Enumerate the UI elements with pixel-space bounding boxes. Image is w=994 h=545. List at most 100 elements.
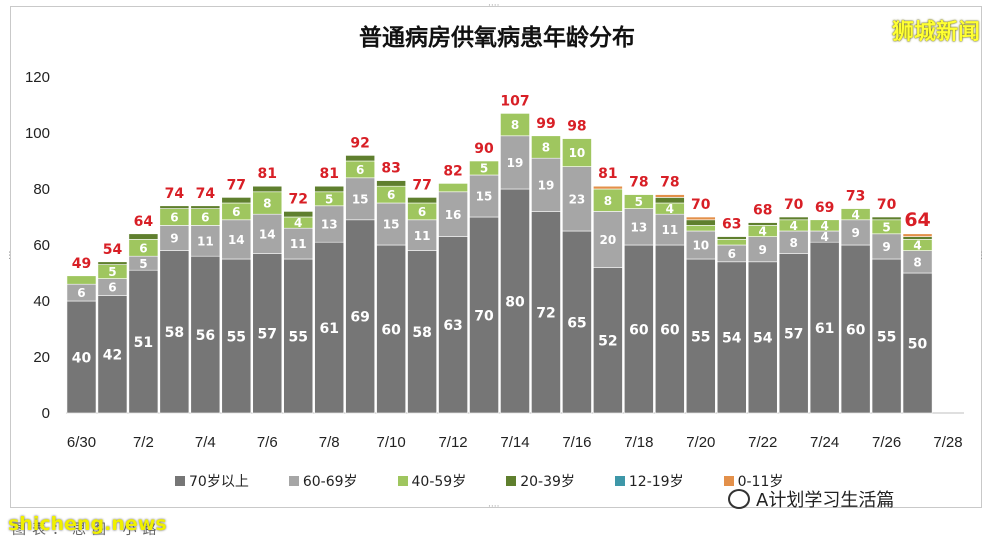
y-tick-label: 20	[33, 349, 50, 366]
wechat-icon	[728, 489, 750, 509]
bar-segment	[283, 258, 314, 414]
data-label: 9	[170, 232, 178, 246]
bar-segment	[376, 180, 406, 187]
data-label: 51	[134, 335, 153, 351]
data-label: 23	[569, 192, 586, 206]
legend-swatch	[723, 476, 734, 486]
data-label: 52	[598, 334, 617, 350]
bar-segment	[747, 261, 778, 414]
data-label: 13	[321, 218, 338, 232]
data-label: 55	[877, 329, 896, 345]
data-label: 19	[538, 178, 555, 192]
bar-segment	[128, 233, 159, 240]
total-label: 70	[877, 197, 897, 213]
data-label: 58	[412, 325, 431, 341]
data-label: 16	[445, 208, 462, 222]
bar-segment	[345, 177, 376, 221]
legend-label: 60-69岁	[302, 474, 358, 490]
data-label: 8	[511, 118, 519, 132]
data-label: 57	[258, 327, 277, 343]
resize-handle-left[interactable]: ⋮	[5, 251, 14, 261]
bar-segment	[654, 244, 685, 414]
total-label: 63	[722, 217, 741, 233]
bar-segment	[716, 239, 747, 246]
total-label: 78	[660, 175, 679, 191]
legend-swatch	[614, 476, 625, 486]
data-label: 10	[569, 146, 586, 160]
data-label: 5	[325, 192, 333, 206]
data-label: 6	[139, 241, 147, 255]
data-label: 65	[567, 315, 586, 331]
data-label: 8	[263, 197, 271, 211]
bar-segment	[685, 258, 716, 414]
x-tick-label: 7/22	[748, 434, 777, 451]
bar-segment	[469, 160, 499, 176]
x-tick-label: 7/26	[872, 434, 901, 451]
bar-segment	[654, 194, 685, 198]
resize-handle-right[interactable]: ⋮	[977, 251, 986, 261]
bar-segment	[716, 261, 747, 414]
x-tick-label: 7/12	[438, 434, 467, 451]
bar-segment	[252, 213, 283, 254]
data-label: 5	[635, 195, 643, 209]
data-label: 5	[108, 265, 116, 279]
wechat-account: A计划学习生活篇	[728, 486, 894, 512]
data-label: 8	[913, 255, 921, 269]
x-tick-label: 6/30	[67, 434, 96, 451]
legend-swatch	[288, 476, 299, 486]
x-tick-label: 7/24	[810, 434, 839, 451]
data-label: 4	[913, 239, 921, 253]
legend-item: 70岁以上	[175, 471, 249, 491]
total-label: 81	[319, 166, 338, 182]
data-label: 58	[165, 325, 184, 341]
legend-item: 60-69岁	[288, 471, 358, 491]
bar-segment	[500, 113, 530, 137]
resize-handle-top[interactable]: ····	[488, 1, 500, 11]
data-label: 11	[661, 223, 678, 237]
total-label: 70	[784, 197, 804, 213]
data-label: 63	[443, 318, 462, 334]
total-label: 70	[691, 197, 711, 213]
x-tick-label: 7/20	[686, 434, 715, 451]
watermark-url: shicheng.news	[8, 513, 167, 535]
bar-segment	[747, 222, 778, 226]
bar-segment	[376, 202, 406, 246]
bar-segment	[593, 267, 623, 414]
y-tick-label: 80	[33, 181, 50, 198]
bar-segment	[407, 197, 437, 204]
data-label: 54	[753, 331, 773, 347]
data-label: 11	[414, 229, 431, 243]
data-label: 14	[259, 227, 276, 241]
bar-segment	[685, 219, 716, 226]
bar-segment	[624, 208, 654, 246]
data-label: 8	[790, 236, 798, 250]
data-label: 15	[352, 192, 369, 206]
data-label: 4	[820, 219, 828, 233]
data-label: 60	[381, 322, 401, 338]
data-label: 57	[784, 327, 803, 343]
data-label: 56	[196, 328, 215, 344]
x-tick-label: 7/6	[257, 434, 278, 451]
data-label: 4	[851, 208, 859, 222]
total-label: 74	[165, 186, 185, 202]
bar-segment	[159, 250, 190, 414]
data-label: 60	[660, 322, 680, 338]
bar-segment	[593, 185, 623, 190]
data-label: 15	[383, 218, 400, 232]
total-label: 83	[381, 161, 400, 177]
bar-segment	[871, 233, 902, 260]
bar-segment	[66, 275, 97, 285]
y-tick-label: 0	[42, 405, 50, 422]
y-tick-label: 60	[33, 237, 50, 254]
data-label: 6	[232, 205, 240, 219]
data-label: 5	[882, 220, 890, 234]
data-label: 50	[908, 336, 928, 352]
bar-segment	[221, 219, 252, 260]
total-label: 81	[258, 166, 277, 182]
resize-handle-bottom[interactable]: ····	[488, 502, 500, 512]
bar-segment	[314, 185, 345, 193]
data-label: 42	[103, 348, 122, 364]
legend-label: 0-11岁	[737, 474, 784, 490]
chart-title: 普通病房供氧病患年龄分布	[359, 25, 635, 51]
bar-segment	[902, 272, 933, 414]
